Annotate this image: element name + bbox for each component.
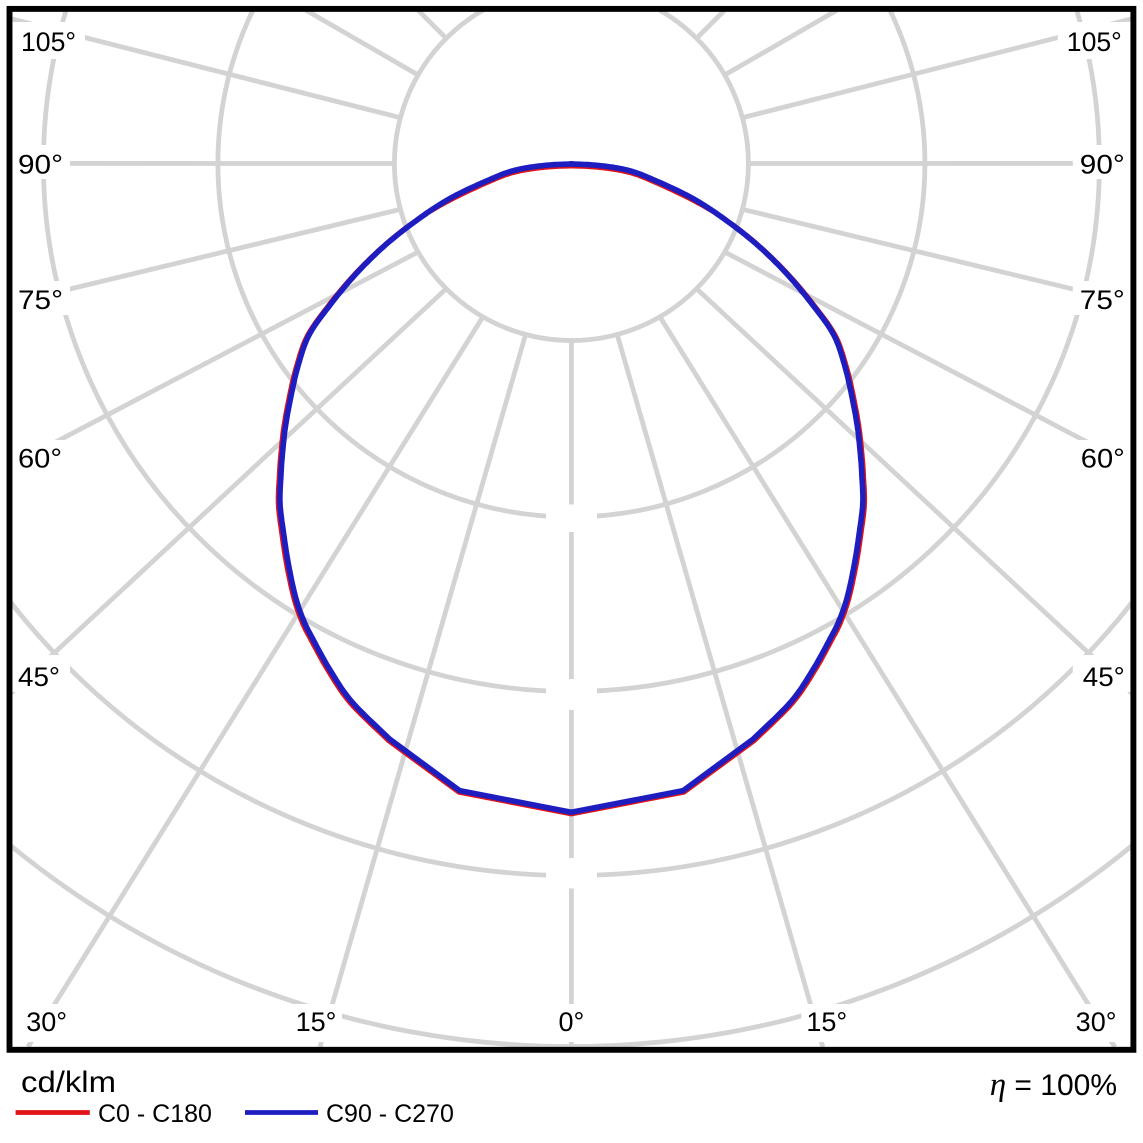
svg-text:75°: 75° <box>1080 285 1125 315</box>
svg-text:75°: 75° <box>18 285 63 315</box>
svg-text:η = 100%: η = 100% <box>990 1067 1117 1103</box>
svg-text:cd/klm: cd/klm <box>21 1066 116 1099</box>
svg-text:105°: 105° <box>1067 27 1122 57</box>
svg-text:45°: 45° <box>1083 662 1125 692</box>
svg-text:90°: 90° <box>18 150 63 180</box>
svg-text:15°: 15° <box>296 1007 337 1037</box>
svg-text:C90 - C270: C90 - C270 <box>326 1100 454 1128</box>
svg-text:30°: 30° <box>1076 1007 1117 1037</box>
svg-text:30°: 30° <box>26 1007 67 1037</box>
svg-text:105°: 105° <box>21 27 76 57</box>
svg-text:C0 - C180: C0 - C180 <box>98 1100 212 1128</box>
svg-text:0°: 0° <box>558 1007 584 1037</box>
svg-text:15°: 15° <box>806 1007 847 1037</box>
svg-text:45°: 45° <box>18 662 60 692</box>
svg-text:60°: 60° <box>18 444 62 474</box>
svg-text:60°: 60° <box>1081 444 1125 474</box>
svg-text:90°: 90° <box>1080 150 1125 180</box>
